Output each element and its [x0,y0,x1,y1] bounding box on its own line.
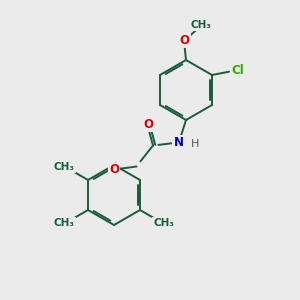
Text: O: O [143,118,153,131]
Text: O: O [109,163,119,176]
Text: CH₃: CH₃ [53,218,74,229]
Text: CH₃: CH₃ [154,218,175,229]
Text: CH₃: CH₃ [54,162,75,172]
Text: N: N [173,136,184,149]
Text: CH₃: CH₃ [190,20,212,30]
Text: O: O [179,34,190,47]
Text: H: H [191,139,199,149]
Text: Cl: Cl [231,64,244,77]
